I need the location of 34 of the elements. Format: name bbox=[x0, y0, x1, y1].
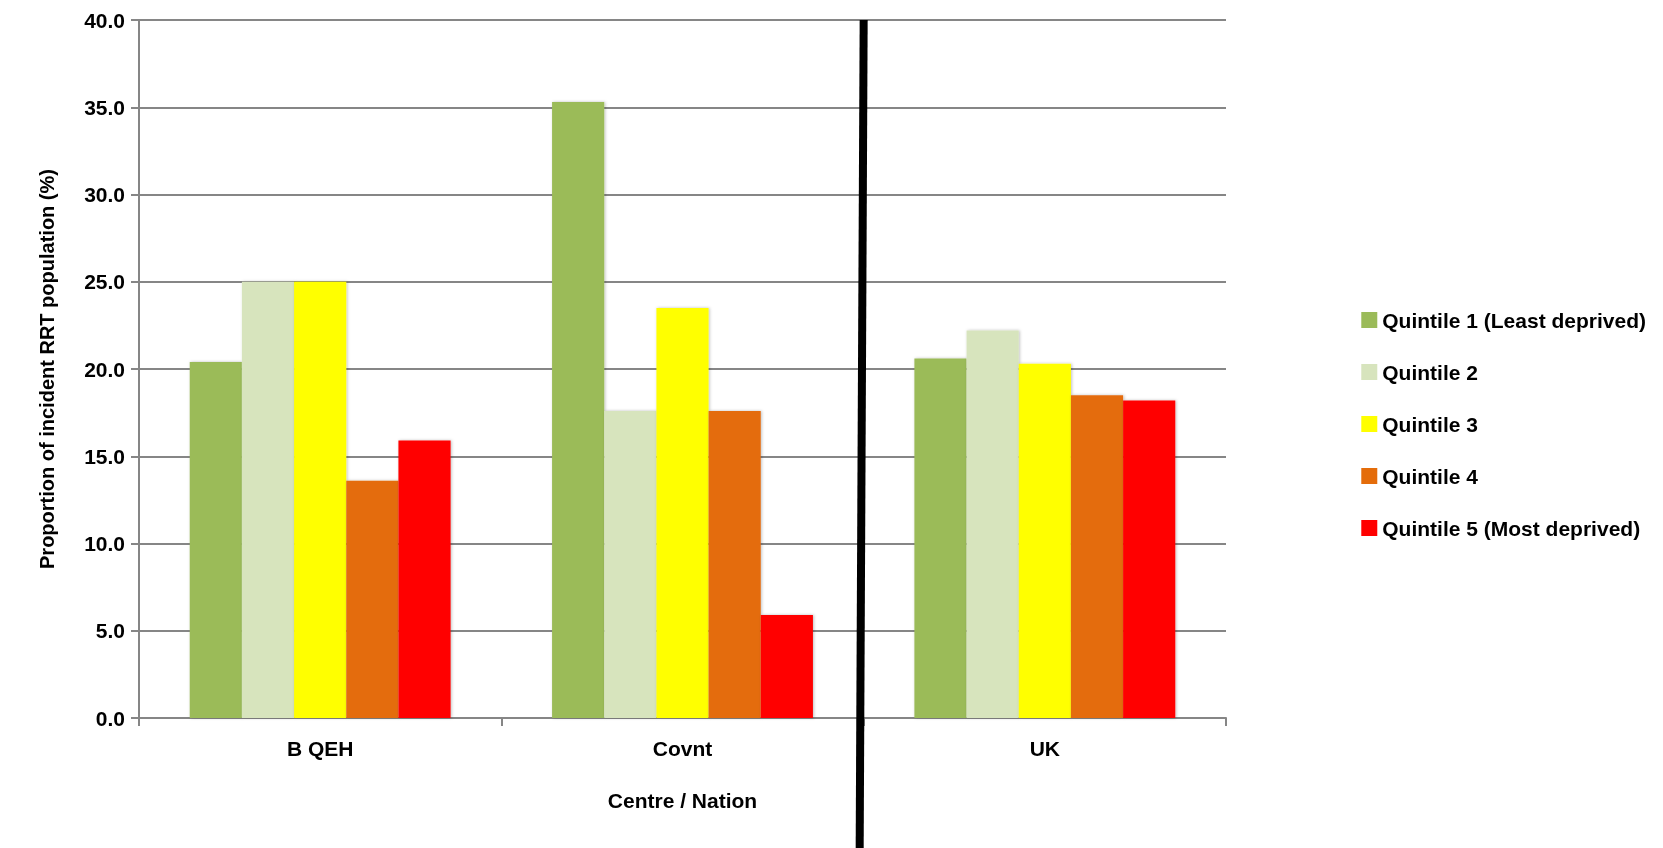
y-tick-label: 10.0 bbox=[84, 532, 125, 555]
bar bbox=[552, 102, 605, 718]
y-tick-label: 30.0 bbox=[84, 183, 125, 206]
bar bbox=[346, 480, 399, 718]
legend-label: Quintile 5 (Most deprived) bbox=[1382, 516, 1641, 540]
bar bbox=[1070, 395, 1124, 718]
y-tick-label: 35.0 bbox=[84, 95, 125, 119]
x-tick-label: Covnt bbox=[652, 737, 713, 760]
y-tick-label: 15.0 bbox=[84, 444, 125, 468]
bar bbox=[189, 362, 242, 718]
bar bbox=[294, 281, 347, 718]
y-tick-label: 0.0 bbox=[95, 706, 125, 730]
bar bbox=[656, 307, 709, 718]
y-tick-label: 5.0 bbox=[95, 619, 125, 643]
x-axis-title: Centre / Nation bbox=[607, 789, 758, 812]
bar bbox=[708, 410, 761, 718]
bar bbox=[1123, 400, 1176, 718]
x-tick-label: B QEH bbox=[286, 737, 354, 760]
y-axis-title: Proportion of incident RRT population (%) bbox=[36, 169, 58, 569]
bar bbox=[604, 410, 657, 718]
bar bbox=[241, 281, 295, 718]
y-tick-label: 40.0 bbox=[84, 8, 125, 32]
bar bbox=[1018, 363, 1071, 718]
bar bbox=[966, 330, 1019, 718]
legend-label: Quintile 2 bbox=[1382, 360, 1478, 384]
legend-label: Quintile 4 bbox=[1382, 464, 1479, 488]
legend-label: Quintile 1 (Least deprived) bbox=[1382, 308, 1647, 332]
y-tick-label: 25.0 bbox=[84, 270, 125, 294]
y-tick-label: 20.0 bbox=[84, 357, 125, 381]
legend-label: Quintile 3 bbox=[1382, 412, 1478, 436]
bar bbox=[760, 615, 813, 718]
bar bbox=[398, 440, 451, 718]
x-tick-label: UK bbox=[1029, 737, 1061, 760]
bar bbox=[914, 358, 967, 718]
